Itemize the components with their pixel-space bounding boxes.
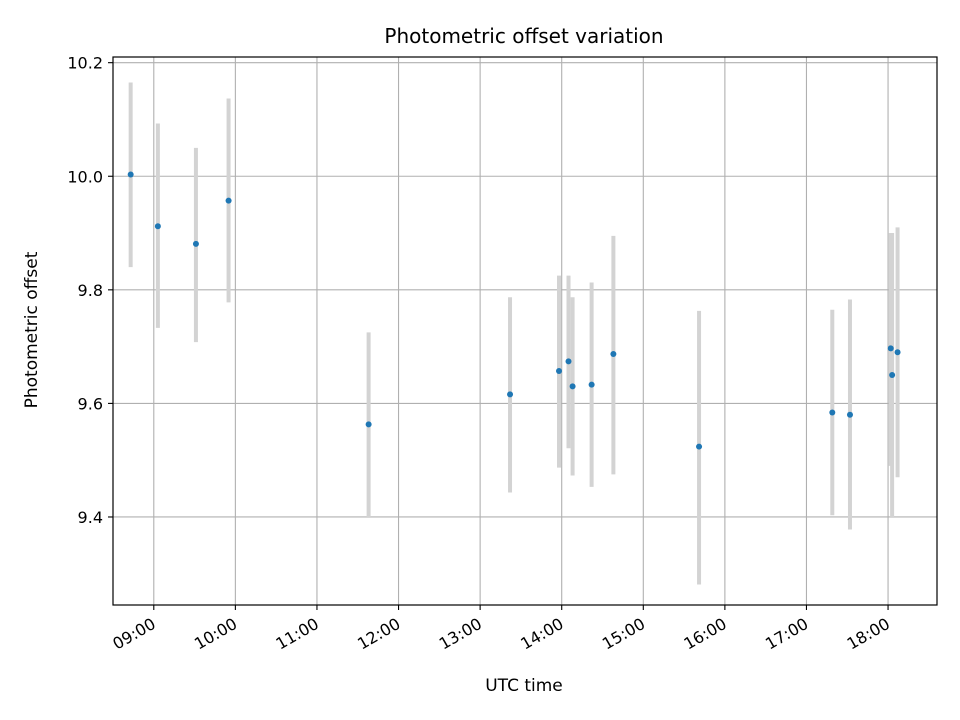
x-tick-label: 14:00 — [517, 614, 566, 654]
data-point — [696, 443, 703, 450]
y-tick-label: 9.6 — [78, 394, 103, 413]
x-tick-label: 10:00 — [191, 614, 240, 654]
data-point — [569, 383, 576, 390]
data-point — [365, 421, 372, 428]
data-point — [889, 372, 896, 379]
y-tick-label: 10.0 — [67, 167, 103, 186]
data-point — [225, 197, 232, 204]
data-point — [610, 350, 617, 357]
y-tick-label: 10.2 — [67, 54, 103, 73]
x-tick-label: 11:00 — [273, 614, 322, 654]
x-tick-label: 12:00 — [354, 614, 403, 654]
y-tick-label: 9.4 — [78, 508, 103, 527]
x-tick-label: 18:00 — [844, 614, 893, 654]
x-tick-label: 17:00 — [762, 614, 811, 654]
data-point — [192, 240, 199, 247]
data-point — [565, 358, 572, 365]
data-point — [507, 391, 514, 398]
data-point — [127, 171, 134, 178]
y-tick-label: 9.8 — [78, 281, 103, 300]
chart-title: Photometric offset variation — [384, 24, 663, 48]
x-tick-label: 13:00 — [436, 614, 485, 654]
data-point — [846, 411, 853, 418]
plot-frame — [112, 56, 938, 606]
y-axis-label: Photometric offset — [22, 251, 42, 408]
data-point — [588, 381, 595, 388]
grid-lines — [113, 57, 937, 605]
x-tick-label: 15:00 — [599, 614, 648, 654]
data-point — [894, 349, 901, 356]
x-tick-label: 16:00 — [680, 614, 729, 654]
x-tick-label: 09:00 — [109, 614, 158, 654]
error-bars — [128, 82, 900, 585]
data-points — [127, 171, 901, 450]
data-point — [154, 223, 161, 230]
data-point — [887, 345, 894, 352]
x-axis-label: UTC time — [485, 676, 563, 696]
data-point — [829, 409, 836, 416]
data-point — [555, 368, 562, 375]
